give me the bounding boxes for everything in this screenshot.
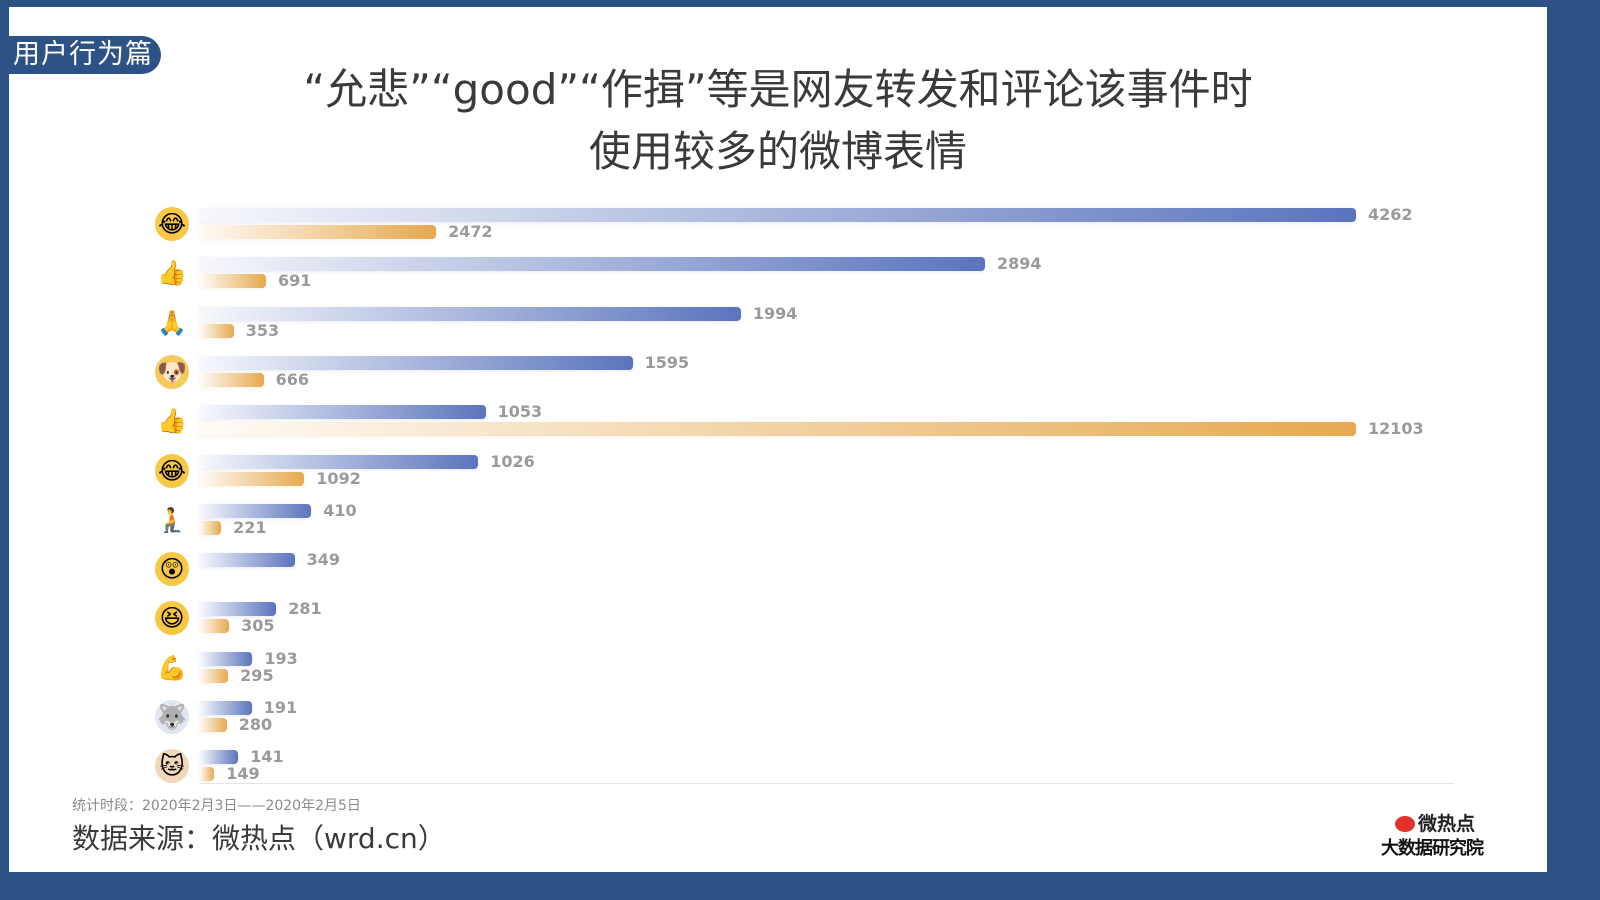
blue-value-label: 4262 bbox=[1368, 205, 1413, 224]
husky-dizzy-emoji-icon: 🐺 bbox=[155, 700, 189, 734]
orange-bar bbox=[200, 718, 227, 732]
blue-bar bbox=[200, 306, 741, 321]
blue-value-label: 1026 bbox=[490, 451, 535, 471]
laugh-cry-emoji-icon: 😂 bbox=[155, 453, 189, 488]
facepalm-laugh-emoji-icon: 😂 bbox=[155, 207, 189, 241]
chart-baseline bbox=[199, 783, 1454, 784]
chart-row: 🙏 1994 353 bbox=[9, 302, 1547, 351]
title-line-2: 使用较多的微博表情 bbox=[588, 127, 967, 176]
chart-row: 💪 193 295 bbox=[9, 647, 1547, 696]
thumbs-up-emoji-icon: 👍 bbox=[157, 259, 187, 288]
period-note: 统计时段：2020年2月3日——2020年2月5日 bbox=[72, 798, 361, 814]
orange-value-label: 666 bbox=[275, 369, 310, 389]
logo-line-1: 微热点 bbox=[1395, 809, 1475, 836]
bar-chart: 😂 4262 2472 👍 2894 691 🙏 1994 353 🐶 1595 666 👍 1053 12… bbox=[9, 195, 1547, 785]
blue-bar bbox=[200, 701, 252, 715]
blue-bar bbox=[200, 503, 312, 518]
chart-title: “允悲”“good”“作揖”等是网友转发和评论该事件时 使用较多的微博表情 bbox=[9, 59, 1547, 183]
orange-bar bbox=[200, 520, 222, 535]
blue-bar bbox=[200, 602, 277, 617]
orange-value-label: 221 bbox=[233, 517, 267, 537]
blue-value-label: 1994 bbox=[752, 303, 798, 323]
chart-row: 🐶 1595 666 bbox=[9, 351, 1547, 400]
blue-value-label: 193 bbox=[264, 648, 298, 668]
blue-value-label: 2894 bbox=[996, 254, 1042, 274]
blue-value-label: 410 bbox=[323, 500, 357, 520]
orange-value-label: 12103 bbox=[1368, 419, 1424, 439]
logo-line-2: 大数据研究院 bbox=[1381, 838, 1484, 859]
orange-bar bbox=[200, 225, 437, 239]
orange-bar bbox=[200, 372, 264, 387]
chart-row: 👍 1053 12103 bbox=[9, 400, 1547, 449]
chart-row: 😂 1026 1092 bbox=[9, 450, 1547, 499]
data-source: 数据来源：微热点（wrd.cn） bbox=[72, 822, 446, 855]
chart-row: 😂 4262 2472 bbox=[9, 203, 1547, 252]
doge-emoji-icon: 🐶 bbox=[155, 354, 189, 389]
blue-value-label: 281 bbox=[288, 599, 322, 619]
shocked-emoji-icon: 😲 bbox=[155, 552, 189, 587]
bow-hands-emoji-icon: 🙏 bbox=[157, 308, 187, 337]
blue-bar bbox=[200, 553, 295, 568]
orange-value-label: 305 bbox=[241, 616, 275, 636]
orange-value-label: 149 bbox=[226, 764, 260, 784]
blue-bar bbox=[200, 257, 985, 272]
blue-bar bbox=[200, 208, 1356, 222]
blue-value-label: 191 bbox=[263, 698, 298, 717]
orange-value-label: 1092 bbox=[316, 468, 361, 488]
title-line-1: “允悲”“good”“作揖”等是网友转发和评论该事件时 bbox=[303, 65, 1253, 114]
orange-value-label: 2472 bbox=[448, 222, 493, 241]
orange-value-label: 295 bbox=[240, 665, 274, 685]
haha-emoji-icon: 😆 bbox=[155, 601, 189, 636]
wrd-logo: 微热点 大数据研究院 bbox=[1379, 807, 1529, 862]
orange-value-label: 280 bbox=[238, 715, 273, 734]
orange-bar bbox=[200, 668, 229, 683]
orange-value-label: 691 bbox=[277, 271, 312, 291]
blue-value-label: 349 bbox=[306, 550, 341, 570]
blue-bar bbox=[200, 750, 239, 765]
chart-row: 🧎 410 221 bbox=[9, 499, 1547, 548]
orange-bar bbox=[200, 323, 234, 338]
orange-bar bbox=[200, 471, 305, 486]
orange-bar bbox=[200, 274, 266, 289]
chart-row: 👍 2894 691 bbox=[9, 252, 1547, 301]
orange-value-label: 353 bbox=[245, 320, 280, 340]
muscle-emoji-icon: 💪 bbox=[157, 653, 187, 682]
cat-emoji-icon: 🐱 bbox=[155, 749, 189, 784]
blue-bar bbox=[200, 454, 479, 469]
chart-row: 😆 281 305 bbox=[9, 597, 1547, 646]
weibo-eye-icon bbox=[1395, 816, 1415, 832]
section-tag: 用户行为篇 bbox=[9, 36, 161, 74]
blue-bar bbox=[200, 405, 486, 420]
orange-bar bbox=[200, 767, 215, 782]
blue-value-label: 1053 bbox=[497, 402, 543, 422]
chart-row: 😲 349 bbox=[9, 548, 1547, 597]
chart-row: 🐺 191 280 bbox=[9, 696, 1547, 745]
orange-bar bbox=[200, 422, 1356, 437]
orange-bar bbox=[200, 619, 230, 634]
blue-value-label: 141 bbox=[250, 747, 284, 767]
blue-value-label: 1595 bbox=[644, 352, 690, 372]
slide: 用户行为篇 “允悲”“good”“作揖”等是网友转发和评论该事件时 使用较多的微… bbox=[9, 7, 1547, 872]
good-thumb-emoji-icon: 👍 bbox=[157, 407, 187, 436]
chart-row: 🐱 141 149 bbox=[9, 745, 1547, 794]
blue-bar bbox=[200, 651, 253, 666]
kneel-emoji-icon: 🧎 bbox=[157, 505, 187, 534]
blue-bar bbox=[200, 355, 633, 370]
